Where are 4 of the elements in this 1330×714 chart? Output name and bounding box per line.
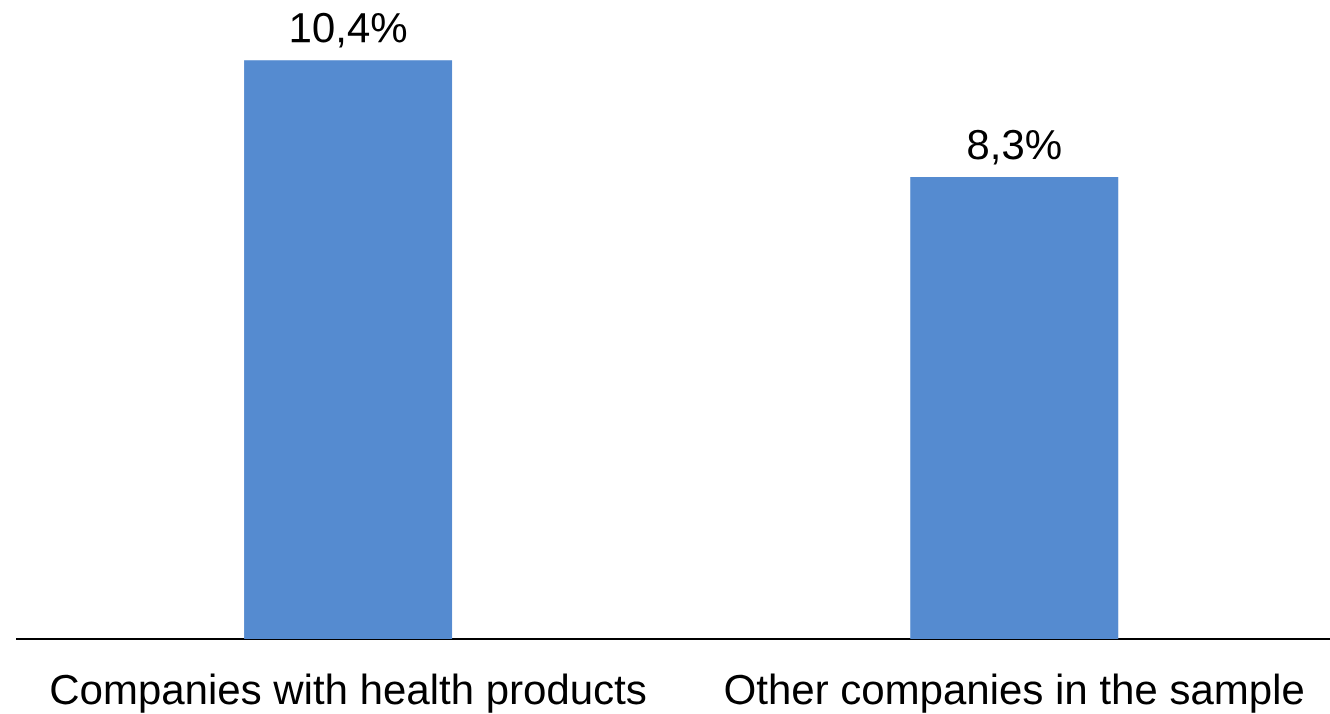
x-tick-label: Other companies in the sample (725, 673, 1303, 713)
x-tick-label: Companies with health products (51, 673, 646, 713)
data-label: 10,4% (291, 12, 407, 48)
data-label: 8,3% (968, 129, 1061, 165)
